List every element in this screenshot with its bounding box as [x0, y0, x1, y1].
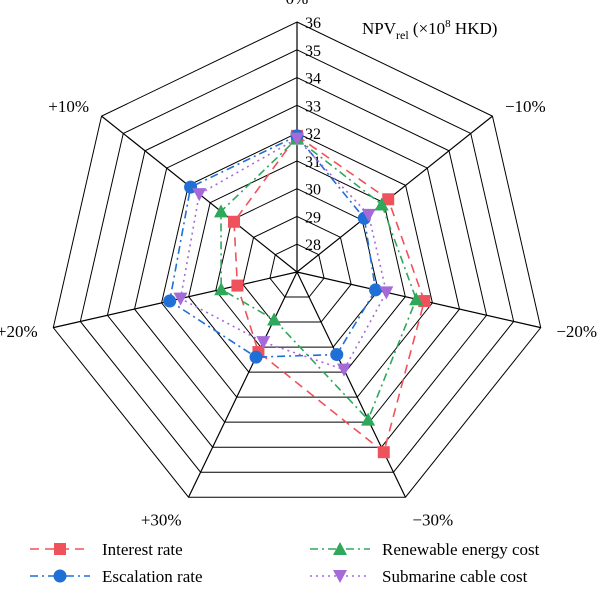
series-line: [220, 137, 418, 422]
data-point: [163, 294, 177, 308]
legend-label: Submarine cable cost: [382, 567, 528, 586]
data-point: [249, 350, 263, 364]
direction-label: +30%: [141, 511, 182, 530]
legend-label: Escalation rate: [102, 567, 203, 586]
spoke-line: [296, 115, 493, 273]
grid-ring: [215, 188, 379, 348]
grid-ring: [79, 49, 515, 473]
direction-label: −30%: [412, 511, 453, 530]
direction-label: −20%: [556, 322, 597, 341]
spoke-line: [187, 271, 298, 498]
legend: Interest rate Escalation rate Renewable en…: [30, 540, 540, 586]
radial-tick-label: 30: [305, 182, 321, 199]
radial-tick-label: 36: [305, 15, 321, 32]
data-point: [361, 412, 376, 426]
series-submarine-cable-cost: [173, 132, 394, 377]
grid-ring: [106, 77, 488, 448]
data-point: [382, 193, 395, 206]
radar-grid: [52, 21, 542, 498]
radial-tick-label: 34: [305, 71, 321, 88]
grid-ring: [161, 132, 433, 398]
direction-label: +20%: [0, 322, 38, 341]
data-point: [409, 292, 424, 306]
radial-tick-label: 29: [305, 209, 321, 226]
spoke-line: [296, 271, 407, 498]
data-point: [213, 204, 228, 218]
data-point: [290, 132, 304, 146]
data-point: [379, 286, 394, 300]
radial-tick-label: 33: [305, 98, 321, 115]
legend-marker: [333, 570, 347, 583]
data-point: [361, 208, 376, 222]
radial-tick-label: 31: [305, 154, 321, 171]
data-point: [173, 292, 188, 306]
legend-label: Interest rate: [102, 540, 183, 559]
data-point: [337, 363, 352, 377]
data-point: [374, 197, 389, 211]
direction-labels: 0% −10% −20% −30% +30% +20% +10%: [0, 0, 597, 530]
data-point: [369, 283, 383, 297]
series-line: [179, 137, 388, 371]
series-line: [168, 134, 377, 358]
legend-item: Escalation rate: [30, 567, 203, 586]
data-point: [256, 336, 271, 350]
grid-ring: [52, 21, 542, 498]
series-escalation-rate: [163, 129, 383, 364]
legend-item: Submarine cable cost: [310, 567, 528, 586]
data-point: [330, 348, 344, 362]
grid-ring: [242, 215, 352, 323]
grid-ring: [269, 243, 325, 298]
direction-label: 0%: [286, 0, 309, 8]
data-point: [228, 215, 241, 228]
series-renewable-energy-cost: [213, 131, 424, 426]
legend-item: Renewable energy cost: [310, 540, 540, 559]
radial-tick-label: 35: [305, 43, 321, 60]
direction-label: +10%: [48, 97, 89, 116]
data-point: [192, 188, 207, 202]
legend-marker: [333, 542, 347, 555]
data-point: [267, 312, 282, 326]
legend-marker: [53, 569, 67, 583]
axis-unit-label: NPVrel (×108 HKD): [362, 18, 497, 42]
series-line: [233, 134, 426, 454]
radial-tick-labels: 28 29 30 31 32 33 34 35 36: [305, 15, 321, 254]
series-layer: [163, 129, 431, 459]
radial-tick-label: 28: [305, 237, 321, 254]
data-point: [377, 446, 390, 459]
direction-label: −10%: [505, 97, 546, 116]
radial-tick-label: 32: [305, 126, 321, 143]
series-interest-rate: [228, 129, 431, 459]
data-point: [214, 282, 229, 296]
legend-label: Renewable energy cost: [382, 540, 540, 559]
grid-ring: [133, 104, 461, 423]
grid-ring: [188, 160, 406, 373]
legend-item: Interest rate: [30, 540, 183, 559]
data-point: [231, 279, 244, 292]
legend-marker: [54, 543, 66, 555]
